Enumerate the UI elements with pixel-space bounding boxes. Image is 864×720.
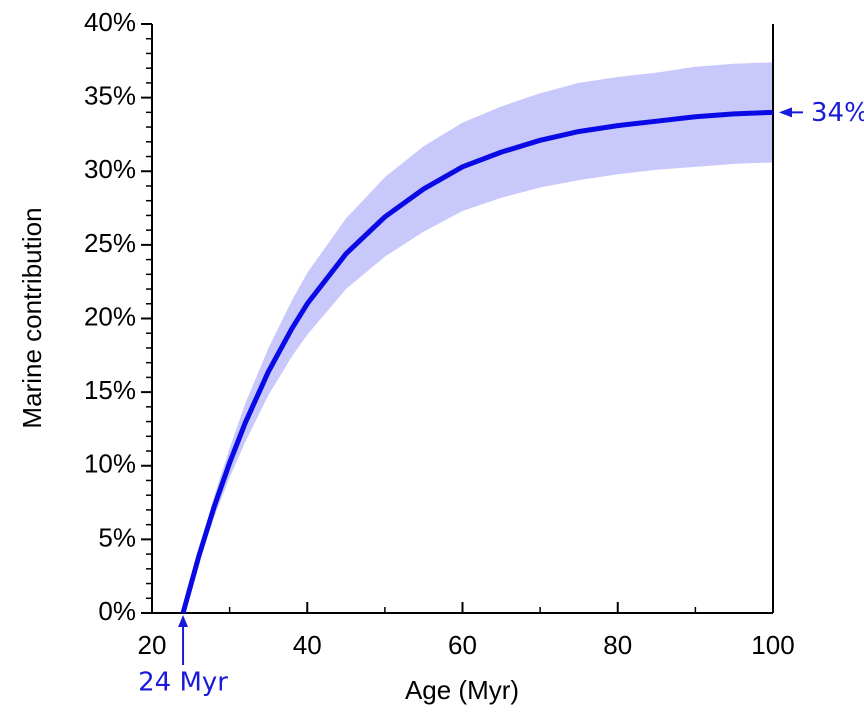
x-tick-label: 80: [603, 630, 632, 660]
y-tick-label: 40%: [84, 7, 136, 37]
annotation-arrowhead: [178, 615, 189, 627]
y-tick-label: 20%: [84, 301, 136, 331]
y-tick-label: 30%: [84, 154, 136, 184]
annotation-arrowhead: [779, 107, 792, 118]
x-tick-label: 20: [138, 630, 167, 660]
y-tick-label: 35%: [84, 81, 136, 111]
line: [180, 109, 774, 614]
y-tick-label: 5%: [98, 522, 136, 552]
y-tick-label: 15%: [84, 375, 136, 405]
x-axis-label: Age (Myr): [405, 675, 519, 705]
y-tick-label: 10%: [84, 449, 136, 479]
x-tick-label: 60: [448, 630, 477, 660]
annotation: 34%: [811, 98, 864, 128]
y-tick-label: 0%: [98, 596, 136, 626]
x-tick-label: 40: [293, 630, 322, 660]
x-tick-label: 100: [751, 630, 794, 660]
confidence-band: [183, 62, 774, 614]
annotation: 24 Myr: [138, 668, 228, 698]
y-tick-label: 25%: [84, 228, 136, 258]
y-axis-label: Marine contribution: [17, 207, 47, 428]
